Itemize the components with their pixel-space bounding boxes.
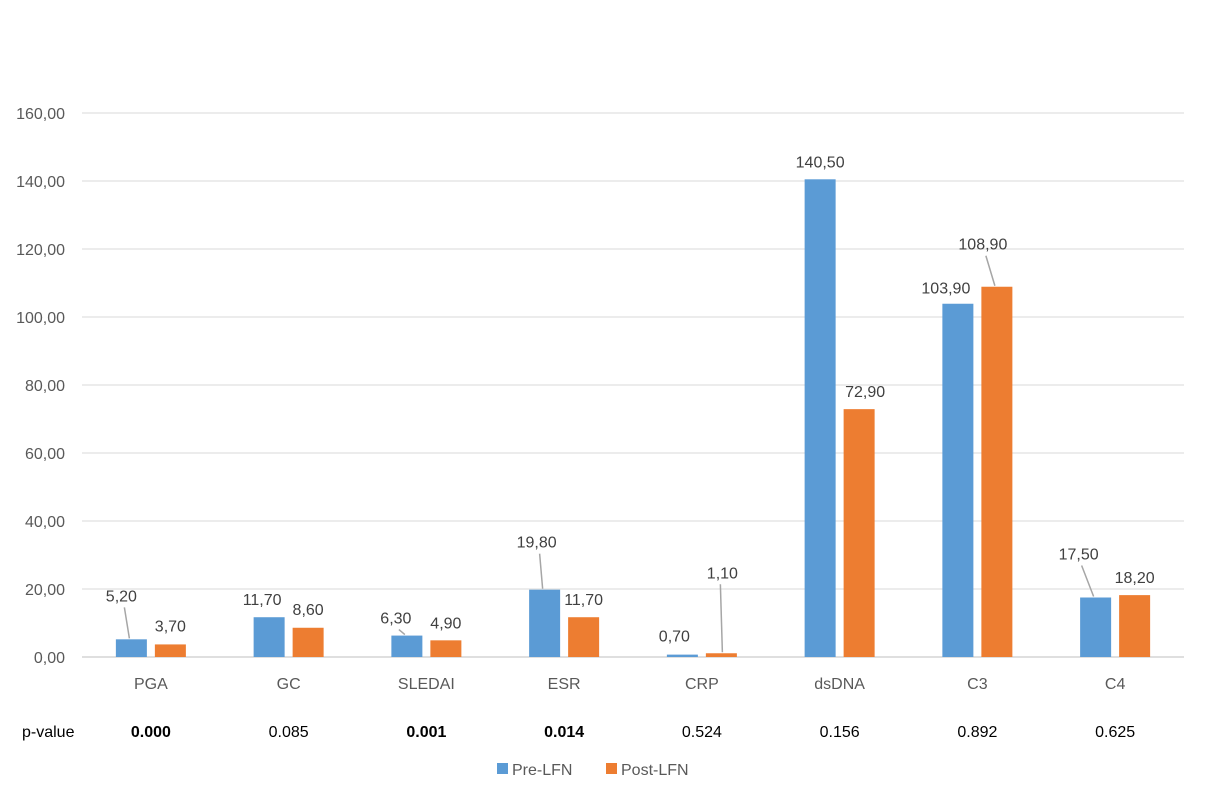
x-category-label: ESR [548, 676, 581, 693]
bar-pre-lfn-crp [666, 654, 698, 657]
legend[interactable]: Pre-LFN Post-LFN [497, 762, 689, 779]
p-value: 0.014 [544, 724, 584, 741]
x-category-label: SLEDAI [398, 676, 455, 693]
p-value: 0.085 [269, 724, 309, 741]
legend-swatch [497, 763, 508, 774]
label-leader-line [398, 629, 406, 636]
y-tick-label: 20,00 [25, 582, 65, 599]
y-tick-label: 0,00 [34, 650, 65, 667]
bar-pre-lfn-gc [253, 617, 285, 657]
p-value-row-label: p-value [22, 724, 75, 741]
legend-label: Post-LFN [621, 762, 689, 779]
data-label: 5,20 [106, 588, 137, 605]
data-labels: 5,20 3,70 11,70 8,60 6,30 4,90 19,80 11,70 0,70 1… [106, 154, 1155, 645]
bar-pre-lfn-dsdna [804, 179, 836, 658]
data-label: 72,90 [845, 384, 885, 401]
bar-post-lfn-c3 [981, 286, 1013, 657]
p-value: 0.625 [1095, 724, 1135, 741]
bars [115, 179, 1151, 658]
data-label: 108,90 [958, 237, 1007, 254]
p-value: 0.892 [957, 724, 997, 741]
y-tick-label: 120,00 [16, 242, 65, 259]
y-tick-label: 80,00 [25, 378, 65, 395]
x-category-label: CRP [685, 676, 719, 693]
bar-pre-lfn-c4 [1080, 597, 1112, 657]
y-tick-label: 140,00 [16, 174, 65, 191]
bar-post-lfn-pga [154, 644, 186, 657]
p-value: 0.156 [820, 724, 860, 741]
data-label: 8,60 [293, 602, 324, 619]
bar-post-lfn-crp [705, 653, 737, 657]
data-label: 11,70 [243, 592, 282, 609]
y-tick-label: 60,00 [25, 446, 65, 463]
bar-pre-lfn-c3 [942, 303, 974, 657]
p-value: 0.001 [406, 724, 446, 741]
y-tick-label: 100,00 [16, 310, 65, 327]
y-tick-label: 160,00 [16, 106, 65, 123]
bar-pre-lfn-pga [115, 639, 147, 657]
legend-label: Pre-LFN [512, 762, 572, 779]
data-label: 6,30 [380, 611, 411, 628]
p-value-row: 0.000 0.085 0.001 0.014 0.524 0.156 0.892 0.625… [22, 724, 1135, 741]
x-category-label: C4 [1105, 676, 1126, 693]
legend-swatch [606, 763, 617, 774]
bar-post-lfn-gc [292, 627, 324, 657]
x-category-label: GC [277, 676, 301, 693]
p-value: 0.524 [682, 724, 722, 741]
data-label: 19,80 [517, 535, 557, 552]
bar-post-lfn-dsdna [843, 409, 875, 657]
data-label: 0,70 [659, 629, 690, 646]
data-label: 3,70 [155, 618, 186, 635]
x-category-label: PGA [134, 676, 168, 693]
bar-pre-lfn-esr [529, 589, 561, 657]
data-label: 103,90 [921, 281, 970, 298]
bar-post-lfn-c4 [1119, 595, 1151, 657]
x-category-label: C3 [967, 676, 988, 693]
label-leader-line [538, 553, 544, 589]
y-axis-ticks: 0,00 20,00 40,00 60,00 80,00 100,00 120,00 140,… [16, 106, 65, 667]
y-tick-label: 40,00 [25, 514, 65, 531]
legend-item-pre-lfn[interactable]: Pre-LFN [497, 762, 572, 779]
p-value: 0.000 [131, 724, 171, 741]
bar-post-lfn-sledai [430, 640, 462, 657]
data-label: 18,20 [1115, 570, 1155, 587]
x-category-label: dsDNA [814, 676, 865, 693]
data-label: 1,10 [707, 565, 738, 582]
legend-item-post-lfn[interactable]: Post-LFN [606, 762, 689, 779]
label-leader-line [1080, 565, 1095, 597]
gridlines [82, 112, 1184, 658]
bar-post-lfn-esr [568, 617, 600, 657]
data-label: 11,70 [564, 592, 603, 609]
x-axis-categories: PGA GC SLEDAI ESR CRP dsDNA C3 C4 [134, 676, 1125, 693]
label-leader-line [719, 584, 724, 653]
data-label: 4,90 [430, 615, 461, 632]
bar-pre-lfn-sledai [391, 635, 423, 657]
label-leader-line [123, 607, 131, 639]
leader-lines [123, 255, 1095, 653]
data-label: 140,50 [796, 154, 845, 171]
label-leader-line [985, 255, 996, 286]
data-label: 17,50 [1059, 547, 1099, 564]
